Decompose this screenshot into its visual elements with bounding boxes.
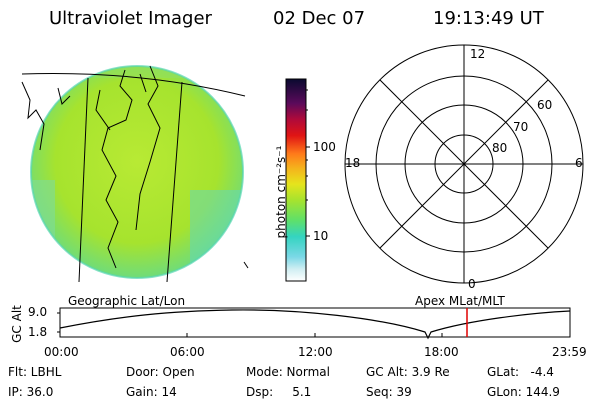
lat-label-60: 60 — [537, 98, 553, 112]
altitude-xtick-label: 06:00 — [170, 345, 205, 359]
gain-status: Gain: 14 — [126, 385, 177, 399]
meridian-line-right — [166, 81, 183, 283]
colorbar-tick-label: 10 — [313, 229, 329, 243]
date-label: 02 Dec 07 — [273, 8, 366, 29]
geographic-label: Geographic Lat/Lon — [68, 294, 186, 308]
apex-label: Apex MLat/MLT — [415, 294, 505, 308]
door-status: Door: Open — [126, 365, 195, 379]
mode-status: Mode: Normal — [246, 365, 330, 379]
glon-status: GLon: 144.9 — [487, 385, 560, 399]
altitude-ticks — [57, 312, 443, 337]
uv-disk-rim — [30, 65, 244, 279]
instrument-title: Ultraviolet Imager — [49, 8, 212, 29]
time-label: 19:13:49 UT — [433, 8, 544, 29]
mlt-label-0: 0 — [468, 277, 476, 291]
altitude-ytick-label: 1.8 — [28, 325, 48, 339]
meridian-line-left — [78, 77, 89, 283]
coastline-east — [243, 261, 249, 269]
altitude-xtick-label: 00:00 — [44, 345, 79, 359]
coastline — [21, 65, 161, 269]
colorbar-tick-label: 100 — [313, 140, 336, 154]
seq-status: Seq: 39 — [366, 385, 412, 399]
altitude-xtick-label: 18:00 — [424, 345, 459, 359]
geographic-grid — [21, 65, 249, 283]
glat-status: GLat: -4.4 — [487, 365, 554, 379]
lat-label-80: 80 — [492, 141, 508, 155]
colorbar-gradient — [285, 78, 307, 282]
altitude-ytick-label: 9.0 — [28, 305, 48, 319]
mlt-label-12: 12 — [470, 47, 486, 61]
altitude-xtick-label: 23:59 — [552, 345, 587, 359]
altitude-plot-frame — [59, 307, 571, 338]
altitude-curve — [59, 309, 571, 340]
altitude-xtick-label: 12:00 — [298, 345, 333, 359]
mlt-line-diag-b — [379, 79, 549, 249]
altitude-ylabel: GC Alt — [10, 305, 24, 343]
lat-label-70: 70 — [513, 120, 529, 134]
ip-status: IP: 36.0 — [8, 385, 54, 399]
filter-status: Flt: LBHL — [8, 365, 62, 379]
mlt-label-18: 18 — [345, 156, 361, 170]
mlt-label-6: 6 — [575, 156, 583, 170]
colorbar-ticks — [306, 89, 310, 237]
dsp-status: Dsp: 5.1 — [246, 385, 312, 399]
gc-alt-status: GC Alt: 3.9 Re — [366, 365, 450, 379]
latitude-line — [21, 72, 246, 97]
